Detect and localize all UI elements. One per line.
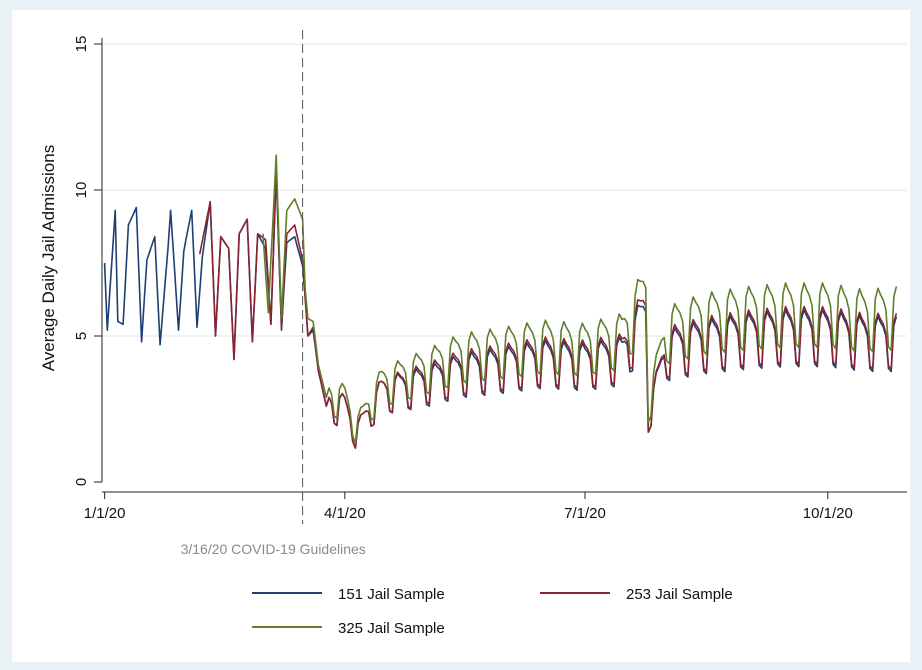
series-lines xyxy=(103,154,898,449)
chart-frame: 0 5 10 15 1/1/20 4/1/20 7/1/20 10/1/20 Average … xyxy=(12,10,910,662)
y-tick-label-10: 10 xyxy=(73,182,90,199)
gridlines xyxy=(102,43,907,337)
y-tick-label-15: 15 xyxy=(73,36,90,53)
x-tick-label-4/1/20: 4/1/20 xyxy=(324,505,366,522)
y-axis-title: Average Daily Jail Admissions xyxy=(39,145,58,371)
legend: 151 Jail Sample 253 Jail Sample 325 Jail… xyxy=(252,586,733,637)
series-line-s253 xyxy=(198,165,898,449)
x-tick-label-1/1/20: 1/1/20 xyxy=(84,505,126,522)
line-chart: 0 5 10 15 1/1/20 4/1/20 7/1/20 10/1/20 Average … xyxy=(39,30,907,637)
series-line-s151 xyxy=(103,171,898,449)
x-tick-label-10/1/20: 10/1/20 xyxy=(803,505,853,522)
series-line-s325 xyxy=(262,154,898,445)
axes: 0 5 10 15 1/1/20 4/1/20 7/1/20 10/1/20 xyxy=(73,30,907,524)
legend-label-325: 325 Jail Sample xyxy=(338,620,445,637)
legend-label-151: 151 Jail Sample xyxy=(338,586,445,603)
y-tick-label-0: 0 xyxy=(73,478,90,486)
x-tick-label-7/1/20: 7/1/20 xyxy=(564,505,606,522)
y-tick-label-5: 5 xyxy=(73,332,90,340)
legend-label-253: 253 Jail Sample xyxy=(626,586,733,603)
covid-guidelines-annotation: 3/16/20 COVID-19 Guidelines xyxy=(181,541,366,557)
